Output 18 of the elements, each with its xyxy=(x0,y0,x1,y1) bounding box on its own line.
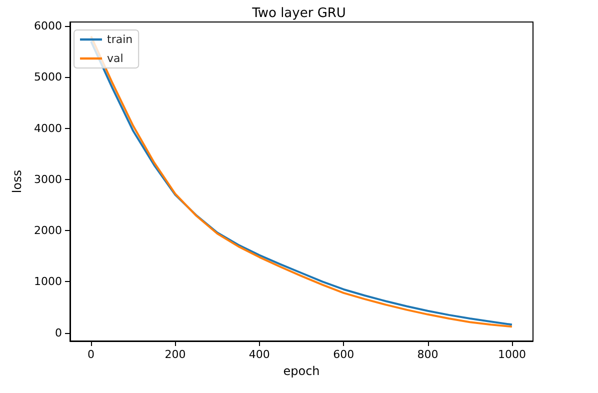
y-tick-label: 6000 xyxy=(34,20,62,33)
x-tick-label: 800 xyxy=(417,348,438,361)
y-tick-label: 2000 xyxy=(34,224,62,238)
legend-label: val xyxy=(107,52,124,65)
x-tick-label: 1000 xyxy=(498,348,526,361)
y-axis-title: loss xyxy=(10,170,24,194)
y-tick-label: 5000 xyxy=(34,70,62,84)
x-tick-label: 200 xyxy=(164,348,186,361)
x-tick-label: 600 xyxy=(333,348,354,361)
x-axis-title: epoch xyxy=(283,364,320,378)
chart-title: Two layer GRU xyxy=(251,6,346,21)
x-tick-label: 400 xyxy=(248,348,270,361)
y-tick-label: 4000 xyxy=(34,122,62,135)
y-tick-label: 3000 xyxy=(34,172,62,186)
y-tick-label: 0 xyxy=(55,326,62,340)
x-tick-label: 0 xyxy=(88,348,95,361)
y-tick-label: 1000 xyxy=(34,275,62,288)
legend-label: train xyxy=(107,33,133,46)
